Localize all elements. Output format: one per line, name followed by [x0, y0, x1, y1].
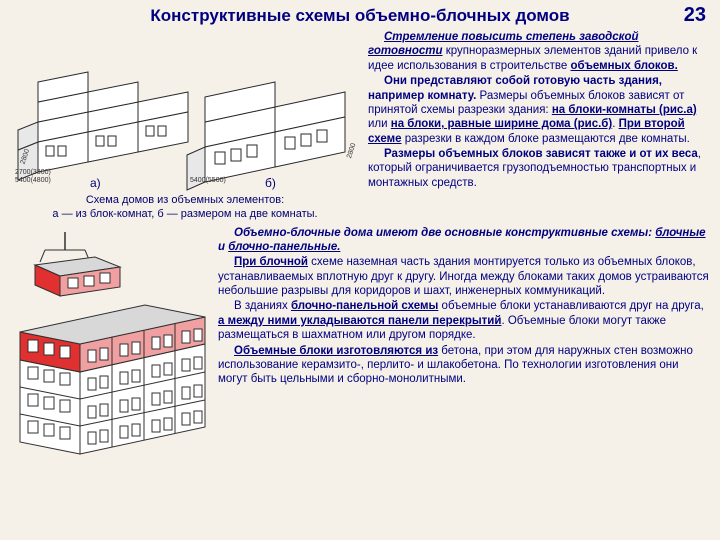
p2e: на блоки, равные ширине дома (рис.б): [391, 118, 612, 130]
fig1-dim-b1: 5400(5500): [190, 177, 226, 184]
p6b: блочно-панельной схемы: [291, 300, 438, 312]
p4b: блочные: [655, 227, 705, 239]
p6a: В зданиях: [234, 300, 291, 312]
fig1-cap-1: Схема домов из объемных элементов:: [86, 194, 284, 206]
p4c: и: [218, 241, 228, 253]
figure-1-caption: Схема домов из объемных элементов: а — и…: [10, 194, 360, 222]
p2d: или: [368, 118, 391, 130]
p6c: объемные блоки устанавливаются друг на д…: [438, 300, 703, 312]
p7a: Объемные блоки изготовляются из: [234, 345, 438, 357]
p2h: разрезки в каждом блоке размещаются две …: [402, 133, 690, 145]
p4a: Объемно-блочные дома имеют две основные …: [234, 227, 655, 239]
fig1-cap-2: а — из блок-комнат, б — размером на две …: [52, 208, 317, 220]
figure-2-svg: [10, 232, 210, 462]
p2c: на блоки-комнаты (рис.а): [552, 104, 697, 116]
p6d: а между ними укладываются панели перекры…: [218, 315, 501, 327]
fig1-label-b: б): [265, 176, 276, 190]
figure-2: [10, 232, 210, 462]
fig1-dim-a2: 5400(4800): [15, 177, 51, 184]
content-area: а) 2700(3300) 5400(4800) 2800 б) 5400(55: [0, 30, 720, 387]
figure-1: а) 2700(3300) 5400(4800) 2800 б) 5400(55: [10, 32, 360, 222]
p3a: Размеры объемных блоков зависят также и …: [384, 148, 698, 160]
page-number: 23: [684, 4, 706, 27]
fig1-dim-b2: 2800: [346, 142, 358, 159]
page-title: Конструктивные схемы объемно-блочных дом…: [0, 0, 720, 30]
p4d: блочно-панельные.: [228, 241, 340, 253]
figure-1-svg: а) 2700(3300) 5400(4800) 2800 б) 5400(55: [10, 32, 360, 192]
fig1-dim-a1: 2700(3300): [15, 169, 51, 176]
p1c: объемных блоков.: [570, 60, 677, 72]
p5a: При блочной: [234, 256, 308, 268]
fig1-label-a: а): [90, 176, 101, 190]
